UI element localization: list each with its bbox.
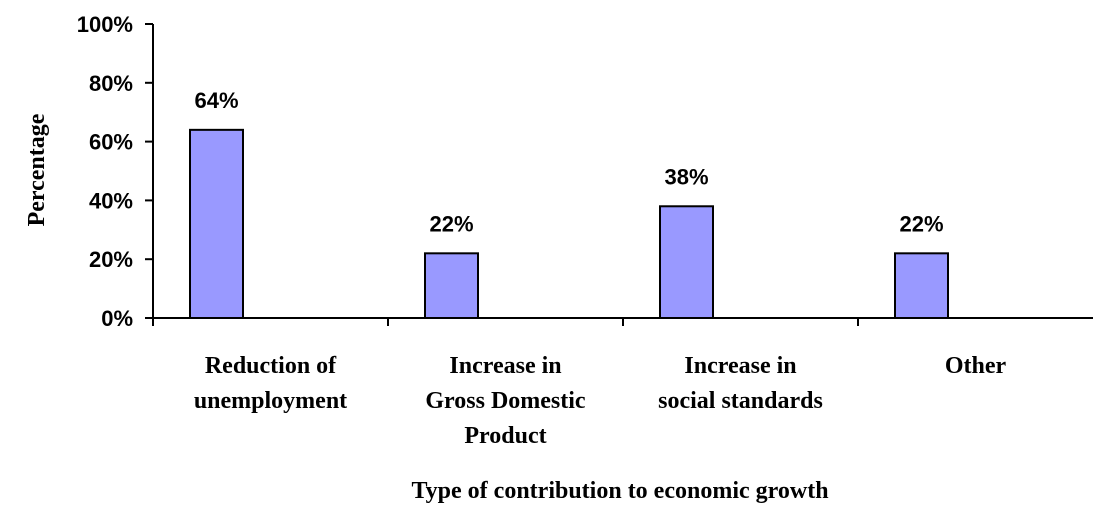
y-tick-label: 80% (89, 71, 133, 96)
y-axis-title: Percentage (24, 113, 50, 226)
category-label: Increase in Gross Domestic Product (425, 353, 586, 449)
data-label: 38% (664, 164, 708, 189)
bar (424, 252, 479, 320)
category-label-line: Increase in (684, 353, 796, 379)
x-axis-title: Type of contribution to economic growth (411, 478, 828, 504)
data-label: 22% (899, 211, 943, 236)
bar (894, 252, 949, 320)
category-label-line: Other (945, 353, 1007, 379)
bar (659, 205, 714, 319)
plot-area: 0% 20% 40% 60% 80% 100% 64% Reduction of unemplo… (77, 12, 1093, 449)
bar (189, 128, 244, 319)
category-label: Increase in social standards (658, 353, 823, 414)
category-label-line: unemployment (194, 388, 347, 414)
category-label-line: Increase in (449, 353, 561, 379)
category-label-line: social standards (658, 388, 823, 414)
category-label: Reduction of unemployment (194, 353, 347, 414)
category-label-line: Reduction of (205, 353, 337, 379)
y-tick-label: 0% (101, 306, 133, 331)
y-tick-label: 20% (89, 247, 133, 272)
y-tick-label: 100% (77, 12, 133, 37)
data-label: 64% (194, 88, 238, 113)
y-tick-label: 60% (89, 130, 133, 155)
category-label-line: Product (464, 423, 546, 449)
category-label-line: Gross Domestic (425, 388, 586, 414)
category-label: Other (945, 353, 1007, 379)
y-tick-label: 40% (89, 188, 133, 213)
data-label: 22% (429, 211, 473, 236)
